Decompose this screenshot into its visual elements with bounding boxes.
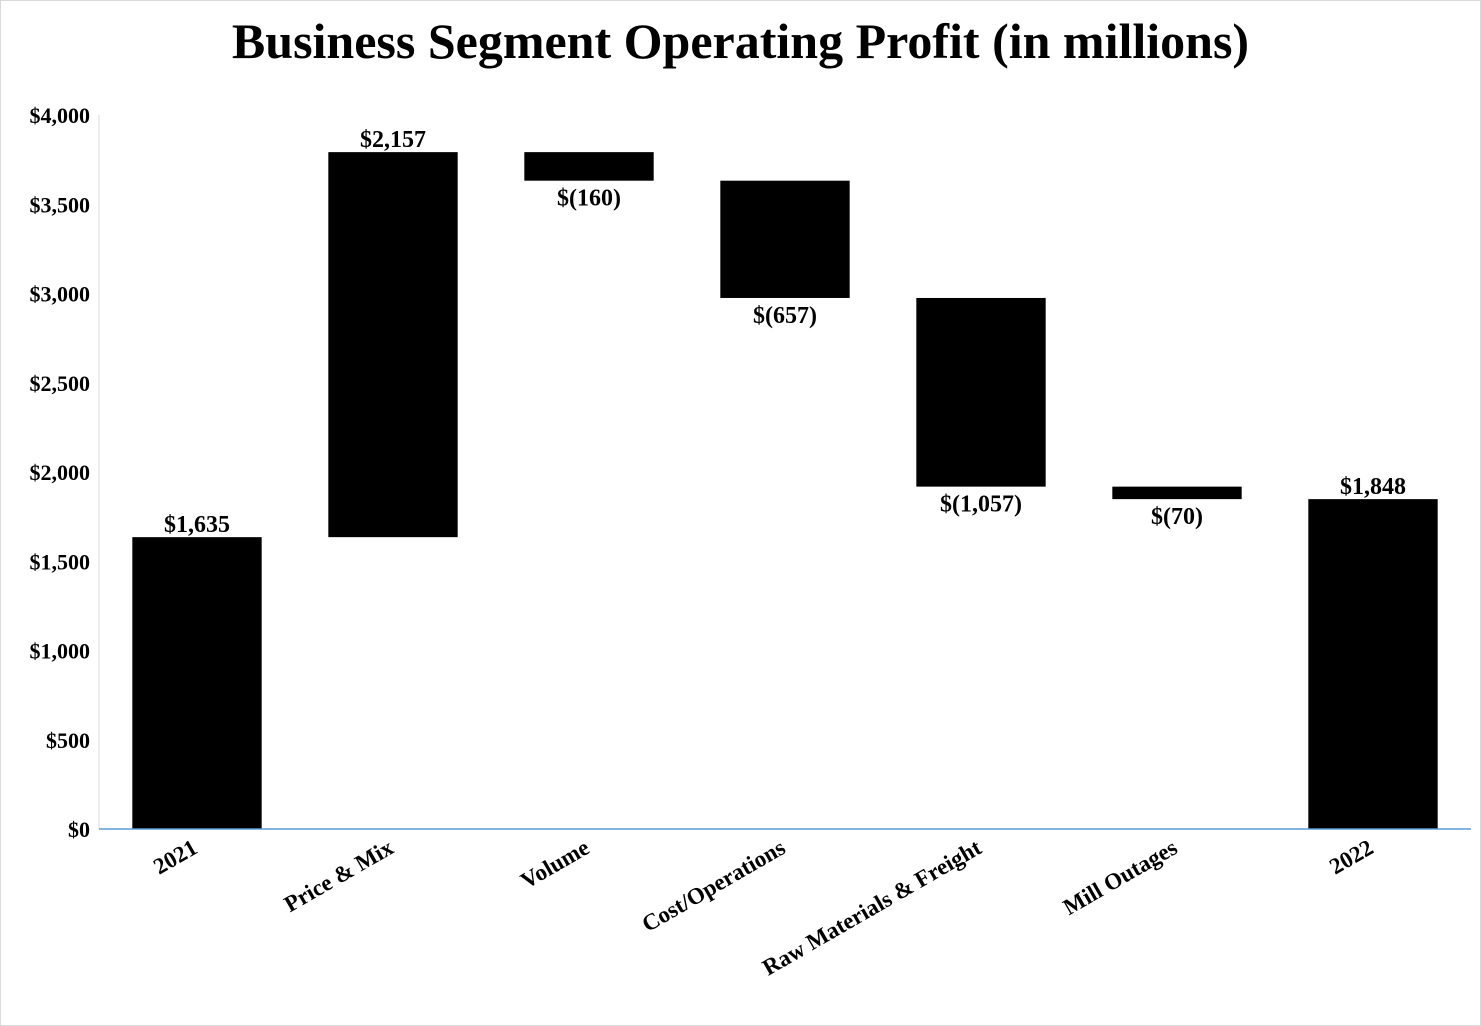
- bar-price-mix: [328, 152, 458, 538]
- y-tick-label: $3,000: [30, 282, 91, 307]
- y-tick-label: $2,000: [30, 460, 91, 485]
- data-labels: $1,635 $2,157 $(160) $(657) $(1,057) $(70) $1,…: [164, 127, 1406, 538]
- data-label: $2,157: [360, 127, 426, 153]
- y-tick-label: $500: [46, 728, 90, 753]
- x-tick-label: Price & Mix: [280, 834, 398, 917]
- y-tick-label: $3,500: [30, 192, 91, 217]
- bars: [132, 152, 1438, 829]
- bar-cost-operations: [720, 180, 850, 298]
- x-axis-labels: 2021 Price & Mix Volume Cost/OperationsRaw …: [149, 834, 1377, 980]
- bar-2022: [1308, 499, 1438, 829]
- x-tick-label: Mill Outages: [1059, 835, 1182, 920]
- y-tick-label: $4,000: [30, 103, 91, 128]
- x-tick-label: Volume: [516, 835, 593, 894]
- x-tick-label: Cost/Operations: [638, 835, 790, 937]
- x-tick-label: Raw Materials & Freight: [758, 835, 986, 981]
- bar-mill-outages: [1112, 486, 1242, 500]
- bar-2021: [132, 537, 262, 829]
- y-tick-label: $0: [68, 817, 90, 842]
- bar-raw-materials-freight: [916, 297, 1046, 487]
- data-label: $1,635: [164, 512, 230, 538]
- x-tick-label: 2021: [149, 835, 201, 880]
- y-axis-ticks: $0 $500 $1,000 $1,500 $2,000 $2,500 $3,000 $3,5…: [30, 103, 91, 842]
- data-label: $(160): [557, 186, 621, 212]
- y-tick-label: $1,500: [30, 549, 91, 574]
- data-label: $1,848: [1340, 474, 1406, 500]
- bar-volume: [524, 152, 654, 181]
- x-tick-label: 2022: [1325, 835, 1377, 880]
- chart-title: Business Segment Operating Profit (in mi…: [231, 13, 1250, 69]
- data-label: $(657): [753, 303, 817, 329]
- data-label: $(1,057): [940, 492, 1022, 518]
- data-label: $(70): [1151, 504, 1203, 530]
- y-tick-label: $1,000: [30, 639, 91, 664]
- y-tick-label: $2,500: [30, 371, 91, 396]
